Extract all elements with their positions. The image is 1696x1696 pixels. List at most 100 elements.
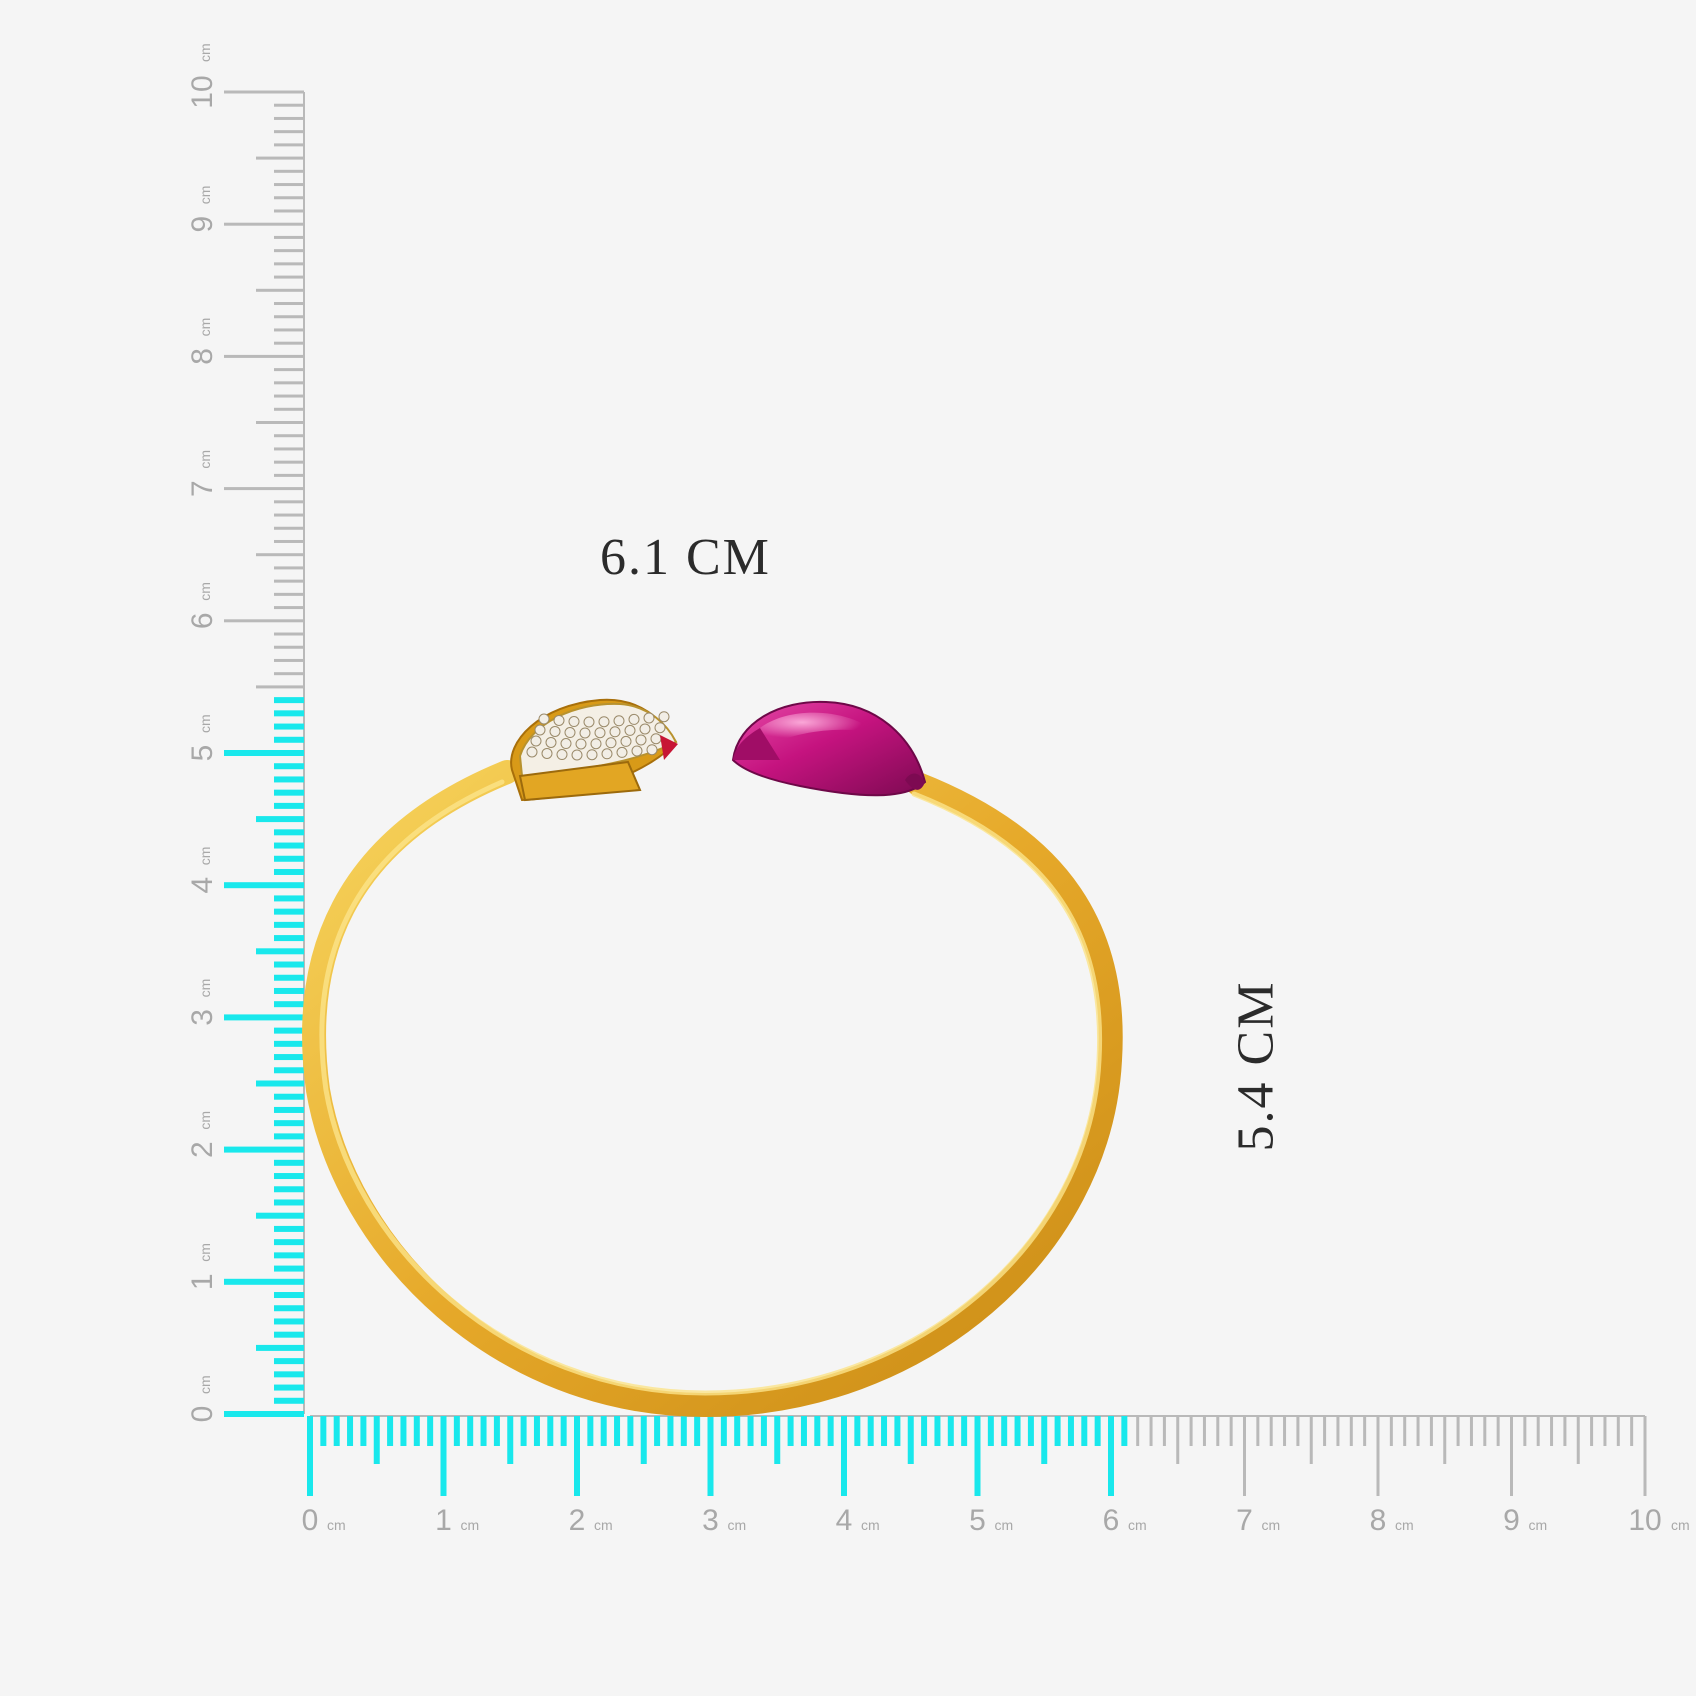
vertical-ruler-number: 1 [186, 1273, 219, 1290]
pave-stone [646, 744, 658, 756]
horizontal-ruler-unit: cm [461, 1517, 480, 1533]
horizontal-ruler-tick [574, 1416, 580, 1496]
horizontal-ruler-tick [1630, 1416, 1634, 1446]
pave-stone [530, 735, 542, 747]
horizontal-ruler-tick [1027, 1416, 1034, 1446]
horizontal-ruler-tick [1189, 1416, 1193, 1446]
horizontal-ruler-tick [827, 1416, 834, 1446]
horizontal-ruler-tick [413, 1416, 420, 1446]
vertical-ruler-number: 4 [186, 877, 219, 894]
horizontal-ruler-tick [787, 1416, 794, 1446]
horizontal-ruler-unit: cm [1529, 1517, 1548, 1533]
horizontal-ruler-tick [881, 1416, 888, 1446]
vertical-ruler-tick [274, 1093, 304, 1100]
horizontal-ruler-tick [1149, 1416, 1153, 1446]
vertical-ruler-tick [274, 1292, 304, 1299]
horizontal-ruler-tick [1216, 1416, 1220, 1446]
vertical-ruler-tick [224, 90, 304, 94]
horizontal-ruler-tick [1416, 1416, 1420, 1446]
vertical-ruler-tick [274, 1040, 304, 1047]
horizontal-ruler-tick [974, 1416, 981, 1496]
vertical-ruler-tick [274, 1318, 304, 1325]
horizontal-ruler-tick [1483, 1416, 1487, 1446]
horizontal-ruler-tick [1269, 1416, 1273, 1446]
horizontal-ruler-tick [841, 1416, 847, 1496]
horizontal-ruler-tick [961, 1416, 968, 1446]
horizontal-ruler-tick [1067, 1416, 1074, 1446]
horizontal-ruler-number: 5 [969, 1504, 986, 1537]
vertical-ruler-tick [224, 619, 304, 623]
horizontal-ruler-tick [347, 1416, 354, 1446]
vertical-ruler-number: 5 [186, 745, 219, 762]
vertical-ruler-tick [224, 882, 304, 889]
horizontal-ruler-tick [720, 1416, 727, 1446]
horizontal-ruler-number: 10 [1628, 1504, 1661, 1537]
vertical-ruler-tick [256, 685, 304, 689]
gold-band-highlight [319, 779, 1103, 1396]
pave-stone [628, 713, 640, 725]
horizontal-ruler-tick [1349, 1416, 1353, 1446]
horizontal-ruler-tick [1336, 1416, 1340, 1446]
vertical-ruler-tick [274, 1239, 304, 1246]
vertical-ruler-tick [274, 249, 304, 253]
vertical-ruler-tick [274, 829, 304, 836]
pave-stone [541, 747, 553, 759]
height-measurement-label: 5.4 CM [1227, 980, 1285, 1152]
horizontal-ruler-tick [1162, 1416, 1166, 1446]
vertical-ruler-tick [274, 723, 304, 730]
vertical-ruler-tick [274, 116, 304, 120]
horizontal-ruler-number: 3 [702, 1504, 719, 1537]
vertical-ruler-tick [274, 1067, 304, 1074]
horizontal-ruler-unit: cm [861, 1517, 880, 1533]
pave-stone [609, 726, 621, 738]
horizontal-ruler-tick [547, 1416, 554, 1446]
vertical-ruler-unit: cm [197, 186, 213, 205]
pave-stone [586, 749, 598, 761]
vertical-ruler-tick [224, 222, 304, 226]
horizontal-ruler-tick [987, 1416, 994, 1446]
vertical-ruler-tick [224, 1278, 304, 1285]
vertical-ruler-tick [274, 1001, 304, 1008]
vertical-ruler-unit: cm [197, 450, 213, 469]
vertical-ruler-tick [274, 1384, 304, 1391]
vertical-ruler-tick [274, 513, 304, 517]
horizontal-ruler-tick [333, 1416, 340, 1446]
horizontal-ruler-tick [654, 1416, 661, 1446]
horizontal-ruler-tick [1523, 1416, 1527, 1446]
vertical-ruler-number: 0 [186, 1406, 219, 1423]
horizontal-ruler: 0 cm 1 cm 2 cm 3 cm 4 cm 5 cm 6 cm 7 cm 8 cm 9 cm 10 cm [302, 1415, 1690, 1537]
vertical-ruler-number: 2 [186, 1141, 219, 1158]
horizontal-ruler-tick [1081, 1416, 1088, 1446]
vertical-ruler-tick [274, 1027, 304, 1034]
vertical-ruler-tick [274, 473, 304, 477]
horizontal-ruler-number: 8 [1370, 1504, 1387, 1537]
pave-stone [601, 748, 613, 760]
vertical-ruler-tick [224, 354, 304, 358]
horizontal-ruler-tick [800, 1416, 807, 1446]
vertical-ruler-tick [274, 368, 304, 372]
horizontal-ruler-number: 2 [569, 1504, 586, 1537]
horizontal-ruler-tick [1014, 1416, 1021, 1446]
horizontal-ruler-tick [307, 1416, 313, 1496]
vertical-ruler-tick [274, 315, 304, 319]
horizontal-ruler-tick [400, 1416, 407, 1446]
horizontal-ruler-tick [1296, 1416, 1300, 1446]
horizontal-ruler-tick [507, 1416, 514, 1464]
vertical-ruler-number: 8 [186, 348, 219, 365]
vertical-ruler-tick [274, 736, 304, 743]
vertical-ruler-tick [274, 196, 304, 200]
horizontal-ruler-tick [760, 1416, 767, 1446]
horizontal-ruler-tick [1389, 1416, 1393, 1446]
horizontal-ruler-tick [1616, 1416, 1620, 1446]
pave-stone [579, 727, 591, 739]
horizontal-ruler-tick [587, 1416, 594, 1446]
horizontal-ruler-tick [520, 1416, 527, 1446]
pave-stone [534, 724, 546, 736]
horizontal-ruler-tick [427, 1416, 434, 1446]
vertical-ruler-tick [256, 1344, 304, 1351]
vertical-ruler-tick [274, 1054, 304, 1061]
vertical-ruler-tick [274, 209, 304, 213]
vertical-ruler-label: 1 cm [186, 1243, 219, 1290]
vertical-ruler-tick [224, 487, 304, 491]
